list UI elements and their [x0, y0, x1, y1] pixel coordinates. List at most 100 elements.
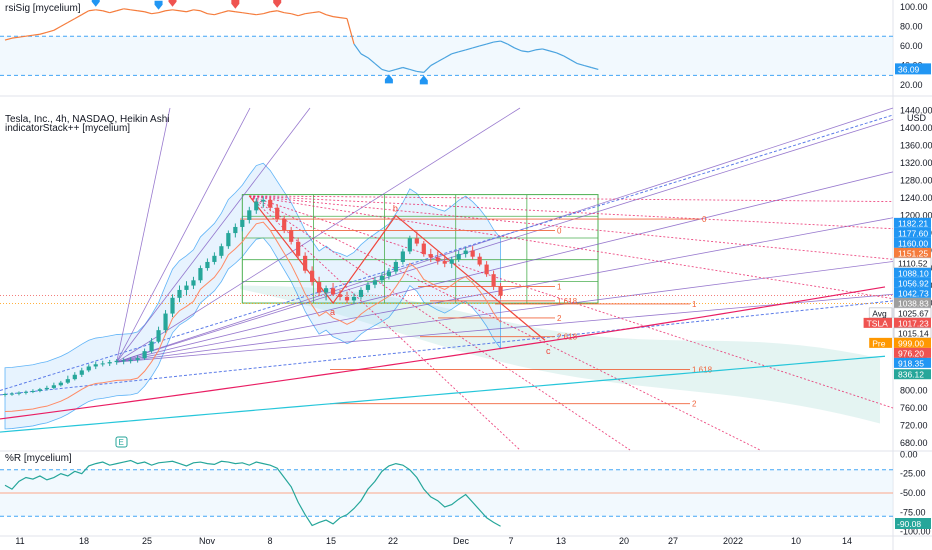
price-tag: [894, 227, 931, 238]
time-tick-label: 25: [142, 536, 152, 546]
bollinger-band: [4, 162, 501, 430]
main-tick-label: 1280.00: [900, 176, 932, 186]
price-tag: [894, 357, 931, 368]
rsi-signal-marker: [419, 75, 428, 85]
gann-fan-line: [249, 195, 894, 230]
moving-average: [0, 286, 886, 420]
fib-level-label: 2: [692, 400, 697, 409]
earnings-marker: [115, 436, 128, 448]
gann-fan-line: [116, 217, 894, 363]
rsi-segment: [570, 59, 578, 65]
gann-fan-line: [249, 195, 631, 451]
series-layer: E: [0, 0, 886, 527]
rsi-segment: [318, 11, 327, 16]
candle-body: [330, 288, 336, 295]
rsi-segment: [577, 63, 585, 67]
candle-body: [9, 393, 15, 395]
price-tag-caption: [863, 317, 892, 328]
rsi-segment: [528, 49, 536, 53]
rsi-segment: [305, 12, 313, 15]
rsi-band: [0, 36, 893, 76]
main-tick-label: 1400.00: [900, 123, 932, 133]
main-tick-label: 1320.00: [900, 158, 932, 168]
fib-level-label: 1: [557, 282, 562, 291]
rsi-segment: [60, 21, 69, 27]
gann-fan-line: [249, 195, 761, 451]
fib-level-label: 0: [702, 215, 707, 224]
candle-body: [121, 360, 126, 362]
moving-average: [0, 355, 886, 433]
candle-body: [470, 250, 475, 257]
rsi-segment: [297, 13, 306, 17]
fib-level-label: 1.618: [557, 297, 578, 306]
time-tick-label: 11: [15, 536, 24, 546]
rsi-segment: [67, 18, 76, 24]
rsi-signal-marker: [91, 0, 100, 7]
gann-fan-line: [116, 293, 894, 363]
main-tick-label: 800.00: [900, 386, 928, 396]
rsi-segment: [423, 65, 432, 73]
price-tag-value: 1025.67: [898, 308, 929, 318]
rsi-segment: [451, 51, 459, 55]
candle-body: [44, 387, 49, 390]
rsi-segment: [381, 68, 390, 72]
rsi-segment: [584, 64, 592, 69]
rsi-segment: [542, 48, 550, 52]
rsi-segment: [242, 12, 250, 15]
wr-tick-label: 0.00: [900, 449, 918, 459]
candle-body: [484, 264, 489, 275]
candle-body: [205, 261, 210, 269]
rsi-segment: [312, 11, 320, 14]
price-tag-value: 918.35: [898, 358, 924, 368]
rsi-segment: [165, 9, 173, 12]
price-tag: [894, 297, 931, 308]
rsi-tick-label: 80.00: [900, 21, 923, 31]
price-tag: [894, 277, 931, 288]
price-tag-value: 1177.60: [898, 228, 928, 238]
time-tick-label: 7: [508, 536, 513, 546]
candle-body: [149, 341, 154, 352]
rsi-segment: [102, 10, 110, 14]
rsi-signal-marker: [231, 0, 240, 9]
candle-body: [393, 261, 398, 272]
candle-body: [65, 379, 70, 383]
abc-label: a: [330, 307, 335, 317]
candle-body: [156, 330, 161, 342]
rsi-segment: [591, 66, 599, 71]
rsi-segment: [249, 13, 257, 16]
rsi-segment: [81, 10, 90, 16]
candle-body: [128, 359, 133, 361]
candle-body: [198, 268, 203, 281]
main-pane-subtitle: indicatorStack++ [mycelium]: [5, 123, 130, 134]
candle-body: [191, 280, 196, 286]
currency-label: USD: [907, 113, 927, 123]
rsi-segment: [291, 13, 299, 17]
price-tag: [894, 287, 931, 298]
candle-body: [275, 207, 280, 220]
rsi-last-value: 36.09: [898, 64, 920, 74]
candle-body: [463, 250, 468, 255]
rsi-segment: [416, 70, 424, 73]
wr-tick-label: -100.00: [900, 527, 931, 537]
main-tick-label: 680.00: [900, 438, 928, 448]
candle-body: [100, 363, 105, 365]
price-tag-caption-text: Avg: [872, 308, 887, 318]
time-tick-label: Dec: [453, 536, 470, 546]
rsi-segment: [53, 25, 62, 31]
fib-level-label: 2.618: [557, 333, 578, 342]
candle-body: [226, 233, 231, 247]
rsi-signal-marker: [273, 0, 282, 8]
time-tick-label: 14: [842, 536, 852, 546]
candle-body: [2, 394, 8, 396]
gann-fan-line: [249, 195, 894, 409]
grid-box: [241, 194, 599, 304]
candle-body: [261, 199, 266, 202]
candle-body: [233, 226, 238, 234]
rsi-segment: [472, 45, 480, 49]
rsi-segment: [144, 11, 152, 15]
rsi-segment: [39, 31, 48, 35]
rsi-segment: [207, 13, 215, 16]
wr-tick-label: -50.00: [900, 488, 926, 498]
rsi-tick-label: 100.00: [900, 2, 928, 12]
